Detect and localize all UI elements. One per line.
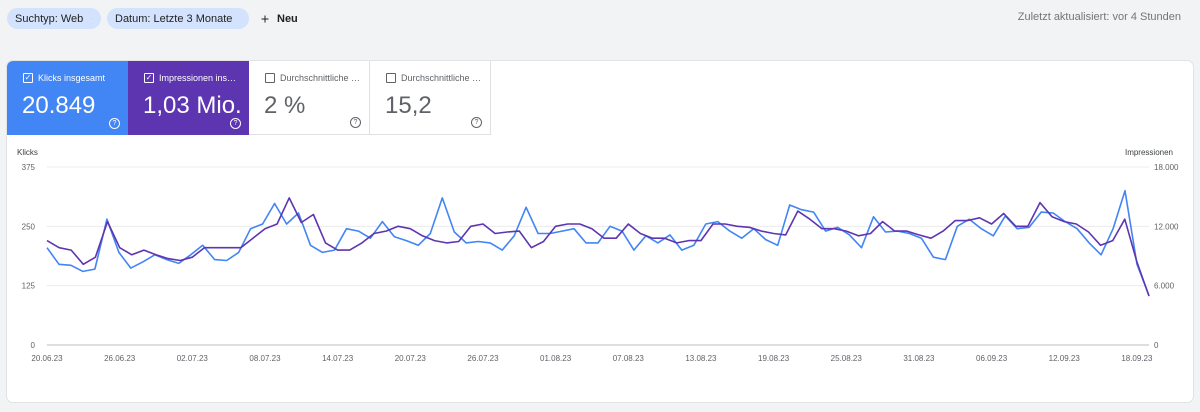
plus-icon [261, 15, 269, 22]
metric-label: Impressionen ins… [159, 73, 237, 83]
right-tick-label: 18.000 [1154, 163, 1179, 172]
right-tick-label: 6.000 [1154, 282, 1175, 291]
x-tick-label: 08.07.23 [249, 354, 281, 363]
left-tick-label: 250 [22, 222, 36, 231]
x-tick-label: 02.07.23 [177, 354, 209, 363]
new-filter-button[interactable]: Neu [259, 9, 298, 28]
help-icon[interactable]: ? [109, 118, 120, 129]
help-icon[interactable]: ? [350, 117, 361, 128]
series-line-klicks-insgesamt [46, 189, 1150, 296]
metric-value: 1,03 Mio. [143, 92, 242, 119]
x-tick-label: 20.06.23 [31, 354, 63, 363]
checkbox-unchecked-icon[interactable] [386, 73, 396, 83]
checkbox-unchecked-icon[interactable] [265, 73, 275, 83]
search-type-chip-label: Suchtyp: Web [15, 12, 84, 25]
help-icon[interactable]: ? [471, 117, 482, 128]
right-tick-label: 12.000 [1154, 222, 1179, 231]
right-tick-label: 0 [1154, 341, 1159, 350]
metric-label-row: ✓ Impressionen ins… [144, 73, 244, 83]
metric-label-row: Durchschnittliche … [386, 73, 486, 83]
date-filter-chip[interactable]: Datum: Letzte 3 Monate [107, 8, 249, 29]
help-icon[interactable]: ? [230, 118, 241, 129]
metric-label-row: Durchschnittliche … [265, 73, 365, 83]
edit-pencil-icon [91, 18, 92, 19]
x-tick-label: 07.08.23 [613, 354, 645, 363]
x-tick-label: 14.07.23 [322, 354, 354, 363]
search-type-filter-chip[interactable]: Suchtyp: Web [7, 8, 101, 29]
x-tick-label: 19.08.23 [758, 354, 790, 363]
x-tick-label: 06.09.23 [976, 354, 1008, 363]
x-tick-label: 18.09.23 [1121, 354, 1153, 363]
x-tick-label: 26.06.23 [104, 354, 136, 363]
left-axis-title: Klicks [17, 148, 38, 157]
x-tick-label: 25.08.23 [831, 354, 863, 363]
metric-average-ctr[interactable]: Durchschnittliche … 2 % ? [249, 61, 370, 135]
right-axis-title: Impressionen [1125, 148, 1173, 157]
left-tick-label: 375 [22, 163, 36, 172]
date-chip-label: Datum: Letzte 3 Monate [115, 12, 233, 25]
left-tick-label: 125 [22, 282, 36, 291]
x-tick-label: 26.07.23 [467, 354, 499, 363]
metric-label-row: ✓ Klicks insgesamt [23, 73, 123, 83]
new-filter-label: Neu [277, 12, 298, 25]
metric-value: 2 % [264, 92, 306, 119]
performance-line-chart: Klicks Impressionen 375 18.000 250 12.000 125 6… [17, 148, 1179, 363]
metric-label: Klicks insgesamt [38, 73, 106, 83]
metric-value: 15,2 [385, 92, 432, 119]
metric-total-clicks[interactable]: ✓ Klicks insgesamt 20.849 ? [7, 61, 128, 135]
performance-card: ✓ Klicks insgesamt 20.849 ? ✓ Impression… [7, 61, 1193, 402]
checkbox-checked-icon[interactable]: ✓ [144, 73, 154, 83]
checkbox-checked-icon[interactable]: ✓ [23, 73, 33, 83]
x-tick-label: 31.08.23 [903, 354, 935, 363]
filter-bar: Suchtyp: Web Datum: Letzte 3 Monate Neu … [0, 0, 1200, 36]
left-tick-label: 0 [31, 341, 36, 350]
x-tick-label: 12.09.23 [1049, 354, 1081, 363]
metric-label: Durchschnittliche … [401, 73, 482, 83]
series-line-impressionen-insgesamt [46, 197, 1150, 297]
metric-label: Durchschnittliche … [280, 73, 361, 83]
x-tick-label: 01.08.23 [540, 354, 572, 363]
metric-total-impressions[interactable]: ✓ Impressionen ins… 1,03 Mio. ? [128, 61, 249, 135]
x-tick-label: 20.07.23 [395, 354, 427, 363]
metric-value: 20.849 [22, 92, 96, 119]
x-tick-label: 13.08.23 [685, 354, 717, 363]
last-updated-text: Zuletzt aktualisiert: vor 4 Stunden [1017, 11, 1181, 23]
metric-average-position[interactable]: Durchschnittliche … 15,2 ? [370, 61, 491, 135]
